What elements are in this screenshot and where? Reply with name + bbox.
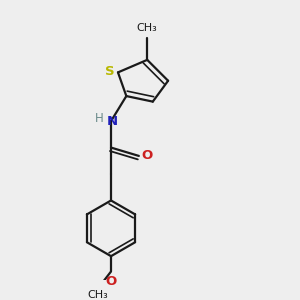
Text: O: O (105, 275, 117, 288)
Text: N: N (107, 115, 118, 128)
Text: O: O (141, 149, 152, 162)
Text: S: S (105, 65, 115, 78)
Text: CH₃: CH₃ (137, 22, 158, 33)
Text: H: H (95, 112, 104, 125)
Text: CH₃: CH₃ (87, 290, 108, 300)
